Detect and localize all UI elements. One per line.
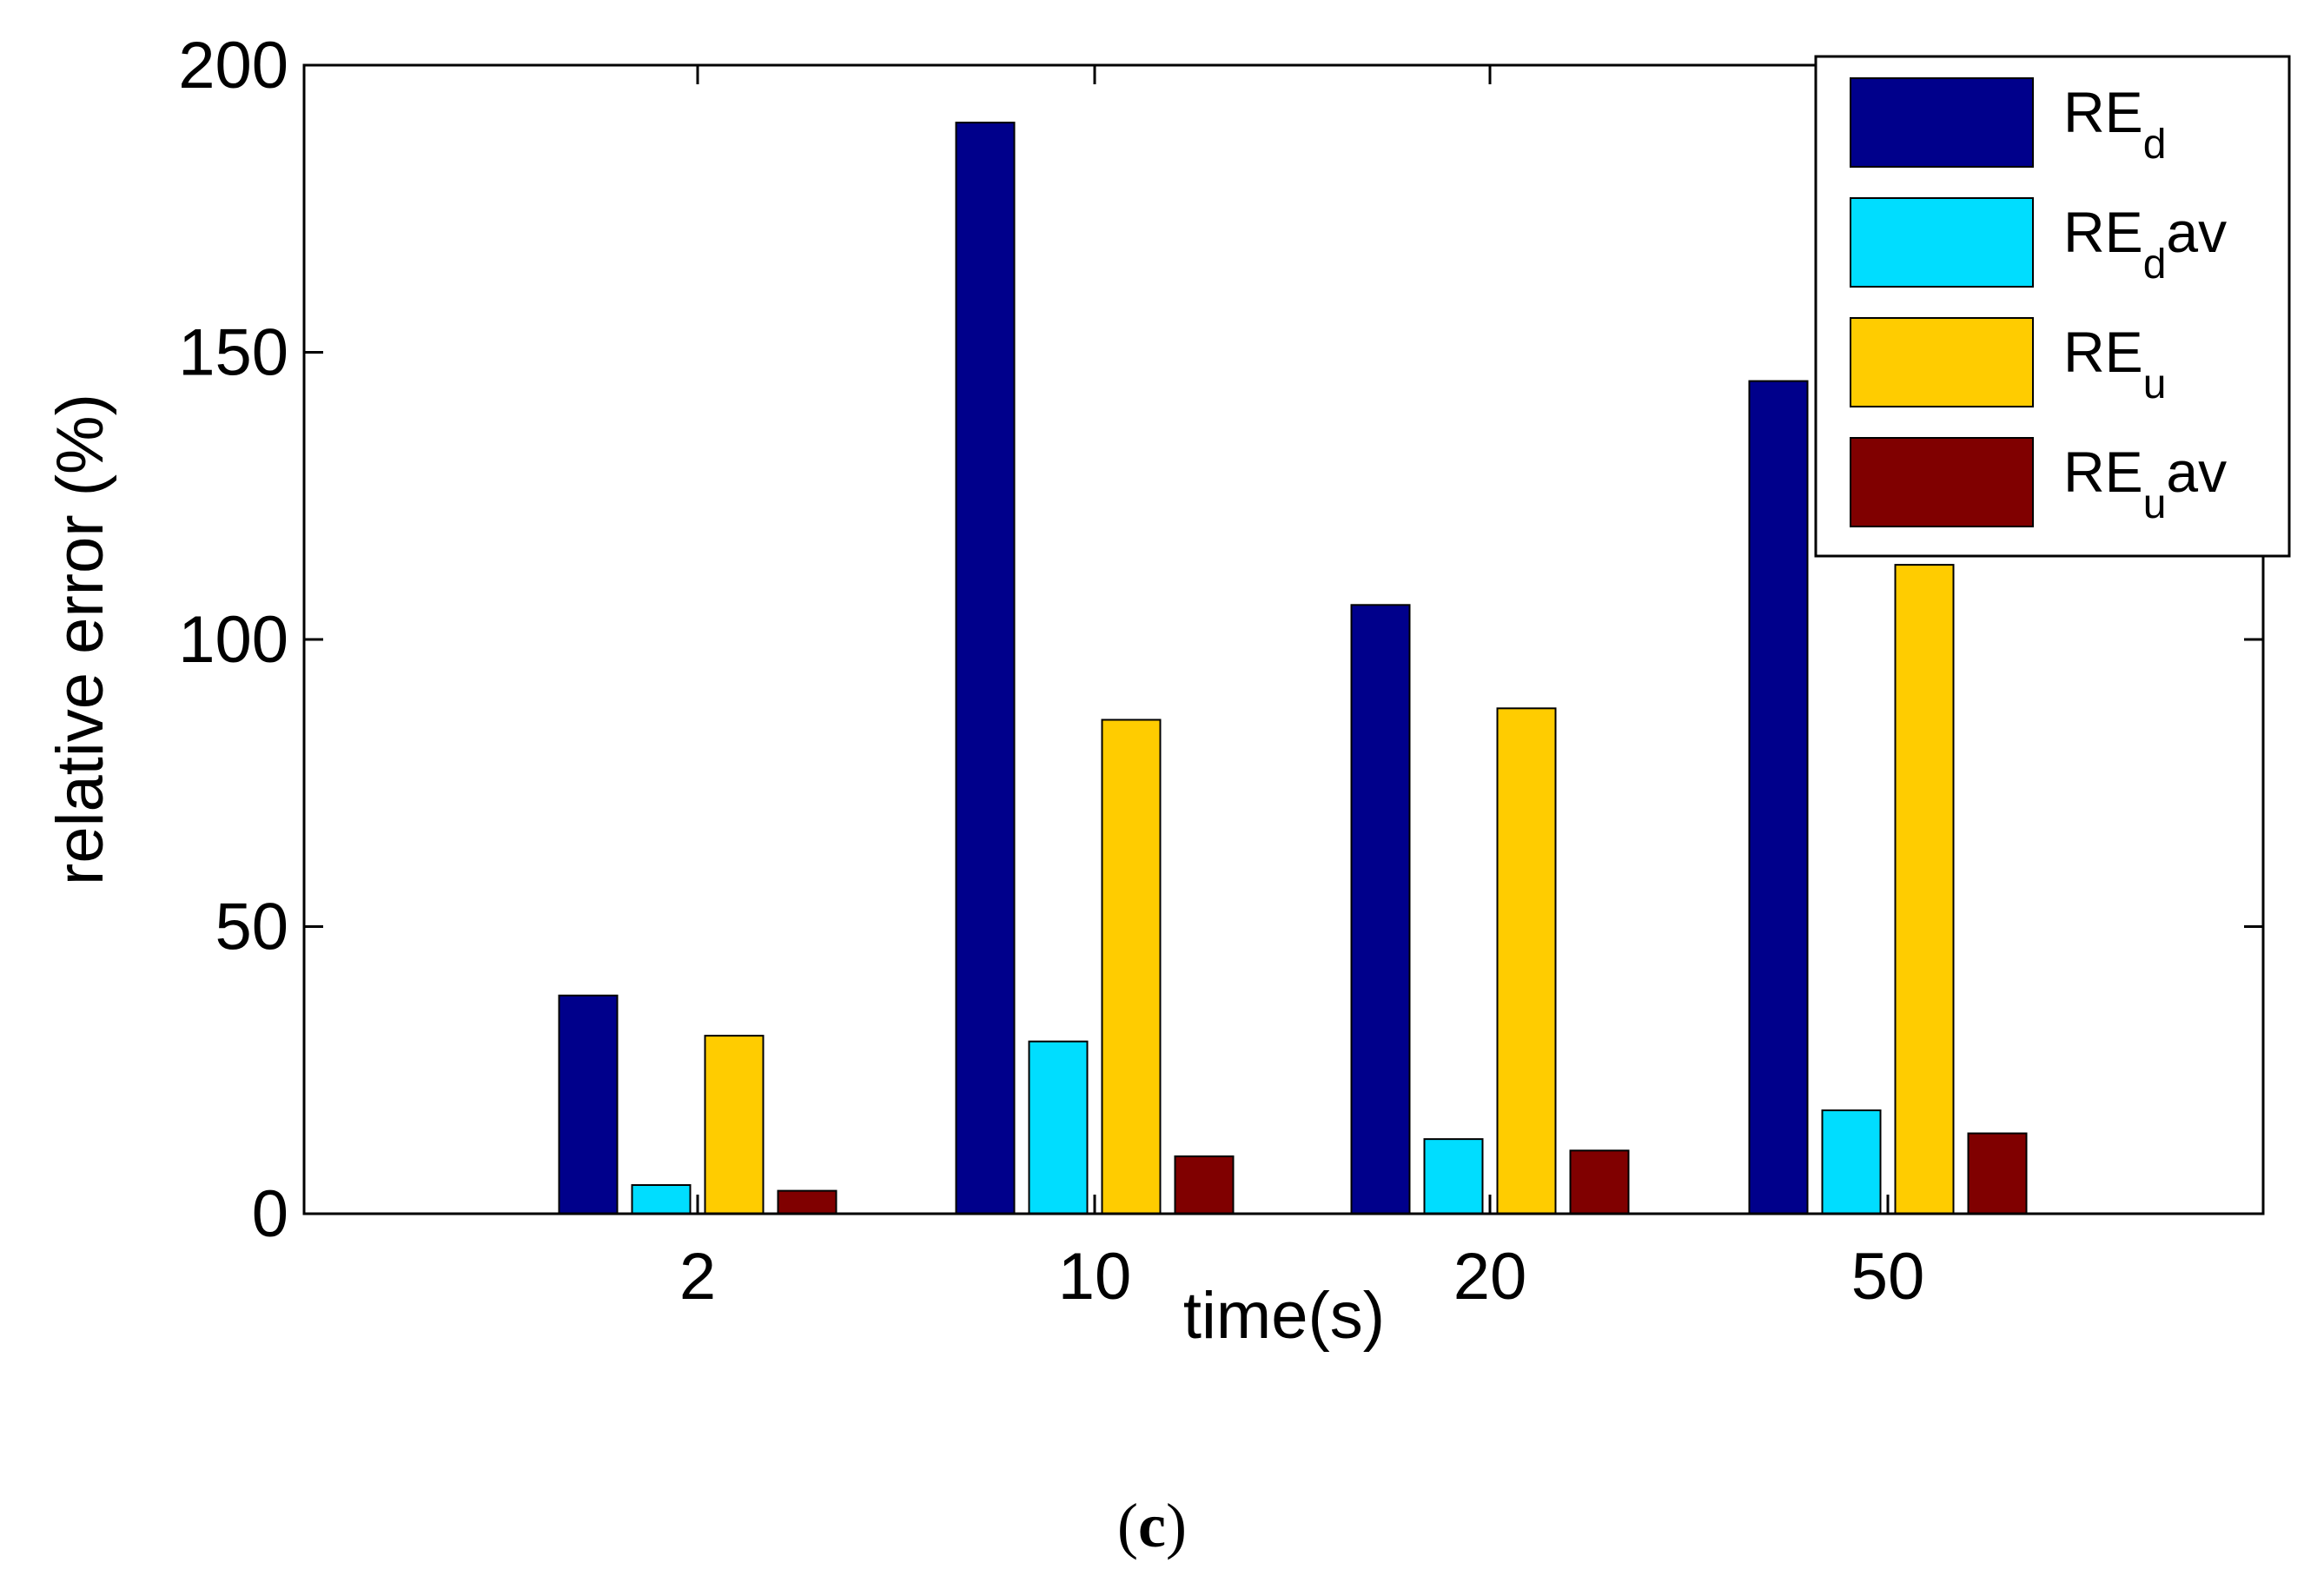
caption-close-paren: ): [1165, 1491, 1187, 1560]
bar-re-u-20: [1496, 707, 1557, 1215]
legend: REd REdav REu REuav: [1814, 55, 2291, 558]
x-axis-label: time(s): [1183, 1279, 1385, 1353]
figure-caption: (c): [0, 1490, 2304, 1562]
legend-label-re-u: REu: [2063, 320, 2166, 407]
bars-group: [558, 122, 2028, 1215]
x-tick-label-2: 2: [679, 1240, 716, 1314]
y-axis-label: relative error (%): [43, 394, 117, 885]
bar-re-u-10: [1101, 719, 1162, 1215]
bar-re-dav-50: [1821, 1109, 1882, 1215]
bar-re-u-2: [704, 1035, 765, 1215]
bar-re-uav-2: [777, 1189, 838, 1215]
bar-re-d-2: [558, 994, 619, 1215]
bar-re-u-50: [1894, 564, 1955, 1215]
legend-swatch-re-d: [1850, 77, 2034, 168]
y-tick-label-200: 200: [178, 29, 288, 103]
bar-re-dav-10: [1028, 1040, 1089, 1215]
bar-re-dav-20: [1423, 1138, 1484, 1215]
bar-re-uav-10: [1174, 1155, 1235, 1215]
caption-letter: c: [1138, 1491, 1166, 1560]
x-tick-label-10: 10: [1058, 1240, 1132, 1314]
caption-open-paren: (: [1117, 1491, 1139, 1560]
y-tick-label-0: 0: [252, 1177, 288, 1251]
y-tick-labels: 0 50 100 150 200: [178, 29, 288, 1251]
x-tick-label-20: 20: [1453, 1240, 1527, 1314]
bar-re-d-50: [1748, 380, 1809, 1215]
bar-re-uav-20: [1569, 1149, 1630, 1215]
legend-swatch-re-dav: [1850, 197, 2034, 288]
bar-re-dav-2: [631, 1184, 692, 1215]
legend-label-re-dav: REdav: [2063, 200, 2227, 288]
y-tick-label-100: 100: [178, 603, 288, 677]
bar-re-d-10: [955, 122, 1016, 1215]
bar-re-uav-50: [1967, 1132, 2028, 1215]
y-tick-label-50: 50: [215, 891, 288, 964]
x-tick-labels: 2 10 20 50: [679, 1240, 1924, 1314]
legend-swatch-re-uav: [1850, 437, 2034, 527]
y-tick-label-150: 150: [178, 316, 288, 390]
bar-re-d-20: [1350, 604, 1411, 1215]
x-tick-label-50: 50: [1851, 1240, 1925, 1314]
legend-label-re-d: REd: [2063, 80, 2166, 168]
legend-swatch-re-u: [1850, 317, 2034, 407]
legend-label-re-uav: REuav: [2063, 440, 2227, 527]
